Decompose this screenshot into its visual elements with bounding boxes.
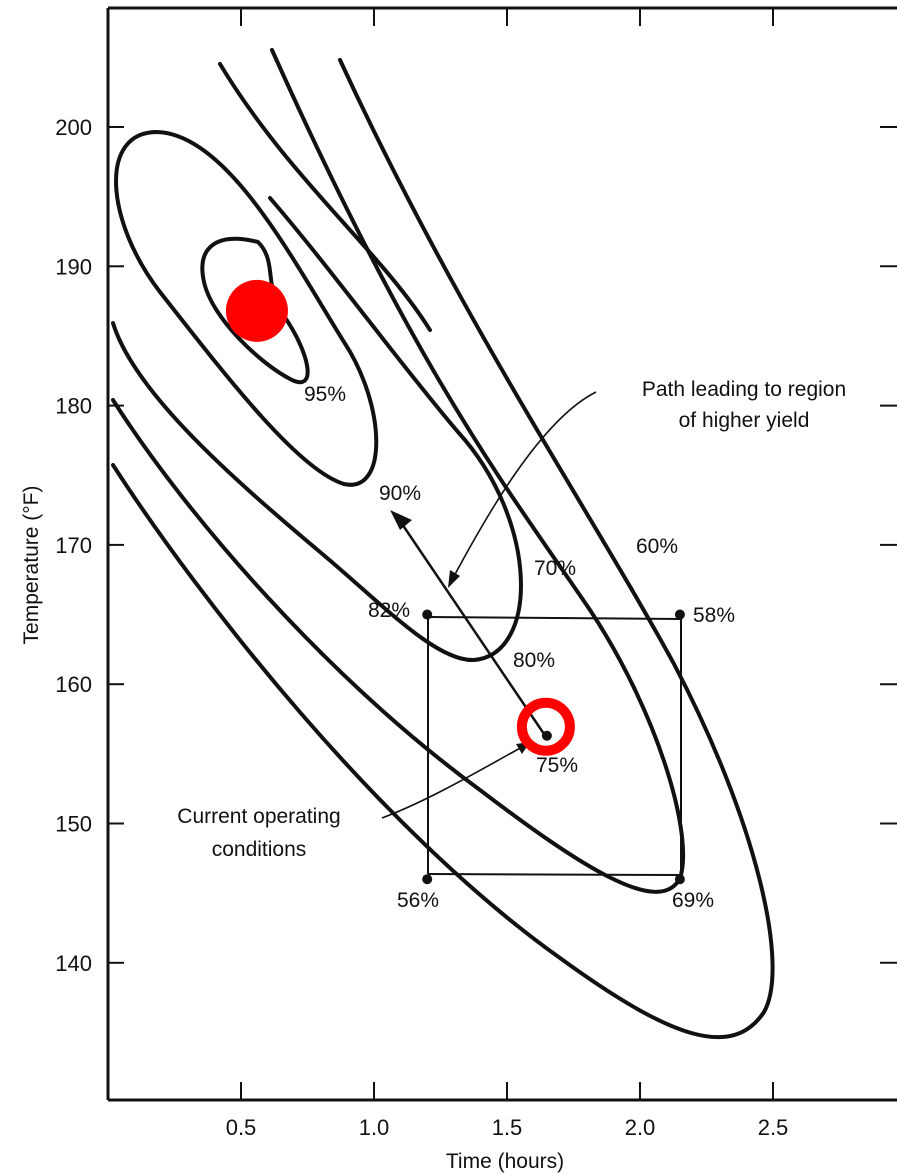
- steepest-ascent-arrowhead: [390, 510, 412, 530]
- path-annotation-line1: Path leading to region: [642, 378, 846, 401]
- optimum-marker: [226, 280, 288, 342]
- design-point: [675, 874, 685, 884]
- contour-labels: 95% 90% 80% 70% 60%: [304, 383, 678, 672]
- contour-label-95: 95%: [304, 383, 346, 406]
- y-tick-label: 160: [55, 672, 92, 697]
- current-conditions-marker: [522, 703, 570, 751]
- design-point: [675, 610, 685, 620]
- design-point: [422, 874, 432, 884]
- annotations: Path leading to region of higher yield C…: [177, 378, 846, 861]
- y-tick-label: 200: [55, 115, 92, 140]
- design-point: [422, 610, 432, 620]
- corner-label-58: 58%: [693, 604, 735, 627]
- current-annotation-line1: Current operating: [177, 805, 340, 828]
- steepest-ascent: [390, 510, 544, 734]
- contour-label-80: 80%: [513, 649, 555, 672]
- x-tick-label: 2.0: [625, 1115, 656, 1140]
- y-axis-title: Temperature (°F): [20, 486, 43, 645]
- x-ticks: 0.5 1.0 1.5 2.0 2.5: [226, 8, 789, 1140]
- y-tick-label: 180: [55, 394, 92, 419]
- x-tick-label: 2.5: [758, 1115, 789, 1140]
- y-tick-label: 170: [55, 533, 92, 558]
- corner-label-69: 69%: [672, 889, 714, 912]
- y-tick-label: 190: [55, 254, 92, 279]
- center-label-75: 75%: [536, 754, 578, 777]
- x-tick-label: 0.5: [226, 1115, 257, 1140]
- contour-80: [113, 198, 521, 660]
- y-tick-label: 150: [55, 812, 92, 837]
- center-point: [542, 731, 552, 741]
- x-tick-label: 1.0: [359, 1115, 390, 1140]
- path-annotation-leader: [452, 392, 596, 580]
- path-annotation-line2: of higher yield: [679, 409, 810, 432]
- corner-label-82: 82%: [368, 599, 410, 622]
- steepest-ascent-line: [398, 518, 544, 734]
- contour-label-90: 90%: [379, 482, 421, 505]
- corner-labels: 82% 58% 56% 69% 75%: [368, 599, 735, 912]
- corner-label-56: 56%: [397, 889, 439, 912]
- x-tick-label: 1.5: [492, 1115, 523, 1140]
- current-annotation-line2: conditions: [212, 838, 307, 861]
- contour-label-70: 70%: [534, 557, 576, 580]
- contour-label-60: 60%: [636, 535, 678, 558]
- path-annotation-arrowhead: [448, 570, 460, 588]
- y-tick-label: 140: [55, 951, 92, 976]
- y-ticks: 140 150 160 170 180 190 200: [55, 115, 897, 976]
- x-axis-title: Time (hours): [446, 1150, 564, 1173]
- design-box-bottom: [428, 874, 681, 875]
